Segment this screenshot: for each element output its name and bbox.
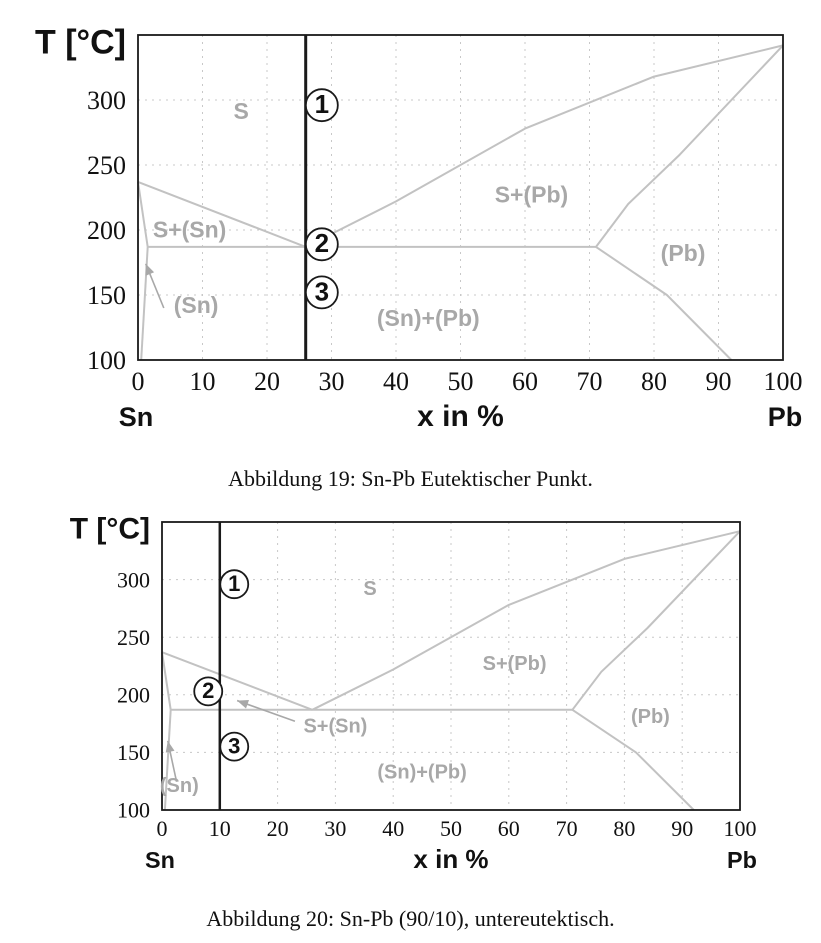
x-tick-label: 70 [556, 816, 578, 841]
phase-label: S [234, 98, 249, 124]
state-marker-circle [193, 676, 224, 707]
plot-frame [161, 521, 741, 811]
state-marker-number: 3 [228, 733, 240, 758]
x-tick-label: 50 [440, 816, 462, 841]
x-tick-label: 90 [706, 367, 732, 396]
phase-curve-solvus-pb [595, 246, 733, 361]
figure-caption-19: Abbildung 19: Sn-Pb Eutektischer Punkt. [228, 466, 593, 491]
x-tick-label: 60 [512, 367, 538, 396]
state-marker-circle [219, 569, 250, 600]
x-tick-label: 20 [254, 367, 280, 396]
state-marker-circle [304, 227, 339, 262]
y-tick-label: 200 [117, 683, 150, 708]
phase-curve-liquidus-right [305, 44, 784, 248]
state-marker-circle [304, 275, 339, 310]
phase-curve-solvus-sn-bottom [163, 709, 172, 811]
state-marker-number: 2 [202, 678, 214, 703]
x-right-element-label: Pb [727, 847, 757, 873]
phase-curve-solidus-pb [595, 44, 784, 248]
figure-caption-20: Abbildung 20: Sn-Pb (90/10), untereutekt… [206, 906, 615, 931]
phase-label: (Sn) [174, 292, 219, 318]
y-tick-label: 150 [117, 740, 150, 765]
y-tick-label: 300 [117, 567, 150, 592]
phase-label: (Pb) [631, 706, 670, 728]
phase-curve-liquidus-left [137, 180, 307, 248]
x-tick-label: 10 [209, 816, 231, 841]
y-tick-label: 200 [87, 216, 126, 245]
x-tick-label: 100 [724, 816, 757, 841]
plot-frame [137, 34, 784, 361]
x-left-element-label: Sn [145, 847, 175, 873]
y-tick-label: 100 [87, 346, 126, 375]
phase-label: (Sn)+(Pb) [377, 761, 466, 783]
state-marker-number: 1 [228, 571, 240, 596]
x-tick-label: 20 [267, 816, 289, 841]
y-axis-title: T [°C] [35, 24, 126, 62]
phase-curve-solvus-sn-top [137, 181, 149, 248]
state-marker-number: 3 [315, 276, 329, 306]
phase-curve-solvus-sn-top [161, 652, 172, 710]
x-tick-label: 80 [641, 367, 667, 396]
x-tick-label: 30 [324, 816, 346, 841]
x-tick-label: 100 [764, 367, 803, 396]
y-tick-label: 300 [87, 86, 126, 115]
pointer-arrow-head [237, 700, 249, 709]
x-axis-title: x in % [417, 400, 504, 433]
x-tick-label: 40 [382, 816, 404, 841]
x-tick-label: 10 [190, 367, 216, 396]
y-tick-label: 100 [117, 798, 150, 823]
state-marker-number: 1 [315, 89, 329, 119]
x-tick-label: 30 [319, 367, 345, 396]
x-tick-label: 40 [383, 367, 409, 396]
phase-curve-liquidus-right [311, 530, 741, 711]
y-tick-label: 250 [87, 151, 126, 180]
pointer-arrow-head [165, 740, 175, 753]
y-tick-label: 150 [87, 281, 126, 310]
phase-label: S [363, 578, 376, 600]
phase-label: (Sn)+(Pb) [377, 305, 480, 331]
phase-curve-liquidus-left [161, 651, 313, 711]
x-axis-title: x in % [413, 844, 488, 874]
state-marker-number: 2 [315, 228, 329, 258]
x-tick-label: 80 [613, 816, 635, 841]
y-axis-title: T [°C] [70, 513, 150, 546]
x-left-element-label: Sn [119, 402, 154, 432]
phase-label: S+(Pb) [483, 653, 547, 675]
x-tick-label: 90 [671, 816, 693, 841]
x-tick-label: 0 [132, 367, 145, 396]
phase-curve-solvus-sn-bottom [140, 246, 149, 361]
y-tick-label: 250 [117, 625, 150, 650]
x-tick-label: 60 [498, 816, 520, 841]
state-marker-circle [219, 731, 250, 762]
x-tick-label: 0 [157, 816, 168, 841]
phase-label: S+(Sn) [153, 216, 226, 242]
x-tick-label: 70 [577, 367, 603, 396]
phase-curve-solvus-pb [571, 708, 695, 811]
state-marker-circle [304, 88, 339, 123]
phase-label: S+(Pb) [495, 181, 568, 207]
phase-curve-solidus-pb [571, 530, 741, 711]
phase-label: (Pb) [661, 240, 706, 266]
x-tick-label: 50 [448, 367, 474, 396]
phase-label: S+(Sn) [303, 715, 367, 737]
x-right-element-label: Pb [768, 402, 803, 432]
phase-label: (Sn) [160, 775, 199, 797]
pointer-arrow-head [145, 263, 155, 276]
